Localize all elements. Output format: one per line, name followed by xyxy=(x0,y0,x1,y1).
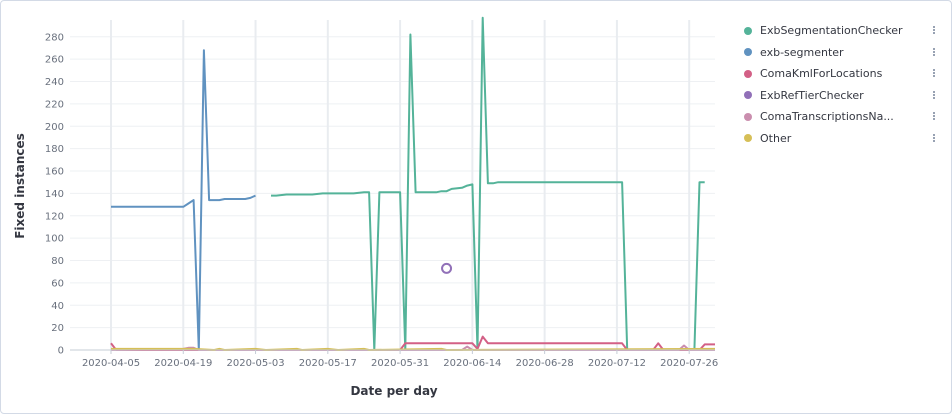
y-tick-label: 40 xyxy=(51,301,64,312)
x-tick-label: 2020-07-26 xyxy=(660,358,718,369)
legend-item-other[interactable]: Other xyxy=(744,128,944,150)
legend-label: ExbSegmentationChecker xyxy=(760,24,903,38)
legend-label: ComaTranscriptionsNa... xyxy=(760,110,894,124)
y-tick-label: 220 xyxy=(45,99,64,110)
y-tick-label: 240 xyxy=(45,77,64,88)
y-tick-label: 260 xyxy=(45,55,64,66)
vertical-dots-icon[interactable] xyxy=(932,90,936,100)
y-tick-label: 60 xyxy=(51,278,64,289)
vertical-dots-icon[interactable] xyxy=(932,133,936,143)
x-tick-label: 2020-05-17 xyxy=(299,358,357,369)
legend-color-dot xyxy=(744,91,752,100)
x-tick-label: 2020-05-31 xyxy=(371,358,429,369)
legend-item-exbsegmentationchecker[interactable]: ExbSegmentationChecker xyxy=(744,20,944,42)
legend-color-dot xyxy=(744,69,752,78)
series-line-exbsegmentationchecker xyxy=(271,16,705,351)
x-tick-label: 2020-05-03 xyxy=(226,358,284,369)
y-tick-label: 80 xyxy=(51,256,64,267)
legend-label: ExbRefTierChecker xyxy=(760,88,864,102)
legend-label: Other xyxy=(760,131,792,145)
y-tick-label: 140 xyxy=(45,189,64,200)
grid xyxy=(70,20,715,351)
legend-label: ComaKmlForLocations xyxy=(760,67,883,81)
y-tick-label: 280 xyxy=(45,32,64,43)
y-tick-label: 160 xyxy=(45,167,64,178)
legend-color-dot xyxy=(744,112,752,121)
vertical-dots-icon[interactable] xyxy=(932,111,936,121)
vertical-dots-icon[interactable] xyxy=(932,68,936,78)
x-axis-title: Date per day xyxy=(350,384,437,398)
series-point-exbreftierchecker xyxy=(441,262,453,274)
y-tick-label: 180 xyxy=(45,144,64,155)
legend-color-dot xyxy=(744,48,752,57)
legend-label: exb-segmenter xyxy=(760,45,844,59)
x-tick-label: 2020-04-19 xyxy=(154,358,212,369)
legend-item-exbreftierchecker[interactable]: ExbRefTierChecker xyxy=(744,85,944,107)
y-tick-label: 120 xyxy=(45,211,64,222)
legend: ExbSegmentationChecker exb-segmenter Com… xyxy=(744,20,944,149)
vertical-dots-icon[interactable] xyxy=(932,25,936,35)
x-tick-label: 2020-04-05 xyxy=(82,358,140,369)
legend-item-comatranscriptions[interactable]: ComaTranscriptionsNa... xyxy=(744,106,944,128)
x-tick-label: 2020-06-14 xyxy=(443,358,501,369)
x-tick-label: 2020-06-28 xyxy=(516,358,574,369)
legend-color-dot xyxy=(744,134,752,143)
y-tick-label: 200 xyxy=(45,122,64,133)
series-lines xyxy=(110,16,716,351)
legend-item-comakmlforlocations[interactable]: ComaKmlForLocations xyxy=(744,63,944,85)
axes: 0 20 40 60 80 100 120 140 160 180 200 220 240 260 280 2… xyxy=(45,32,718,369)
y-tick-label: 100 xyxy=(45,234,64,245)
y-axis-title: Fixed instances xyxy=(13,133,27,239)
legend-item-exb-segmenter[interactable]: exb-segmenter xyxy=(744,42,944,64)
series-line-comakmlforlocations xyxy=(110,335,715,351)
x-tick-label: 2020-07-12 xyxy=(588,358,646,369)
y-tick-label: 20 xyxy=(51,323,64,334)
vertical-dots-icon[interactable] xyxy=(932,47,936,57)
legend-color-dot xyxy=(744,26,752,35)
series-line-exb-segmenter xyxy=(111,49,256,351)
y-tick-label: 0 xyxy=(58,346,64,357)
